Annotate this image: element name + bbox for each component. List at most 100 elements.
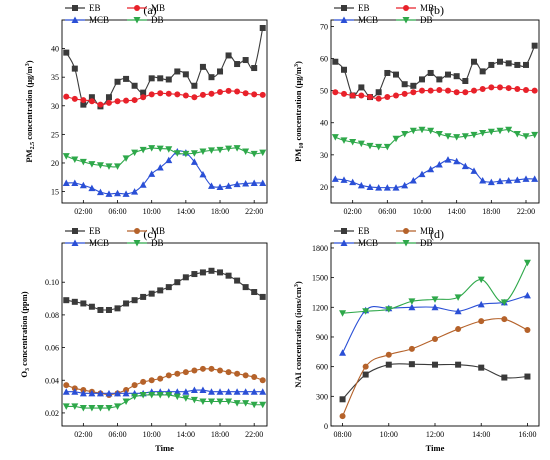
series-line-EB (342, 363, 528, 400)
data-point-DB (453, 134, 461, 141)
series-line-DB (335, 129, 535, 148)
legend-item-EB: EB (334, 226, 370, 236)
data-point-DB (62, 153, 70, 160)
data-point-MB (358, 92, 365, 99)
x-tick-label: 14:00 (448, 207, 466, 216)
data-point-EB (191, 82, 198, 89)
data-point-EB (505, 60, 512, 67)
data-point-MB (367, 94, 373, 101)
legend-item-EB: EB (334, 3, 370, 13)
data-point-MCB (340, 176, 348, 183)
data-point-MCB (190, 158, 198, 165)
data-point-MB (478, 318, 485, 325)
data-point-MCB (383, 184, 391, 191)
data-point-DB (88, 405, 96, 412)
x-tick-label: 06:00 (108, 430, 126, 439)
data-point-EB (339, 396, 346, 403)
data-point-DB (216, 398, 224, 405)
panel-label: (b) (430, 3, 444, 17)
x-tick-label: 12:00 (426, 430, 444, 439)
data-point-MB (199, 91, 206, 98)
chart-panel-b: (b) 20 30 40 50 60 70 02:00 06:00 10:00 14:00 18:00… (293, 3, 540, 216)
data-point-MB (531, 87, 538, 94)
data-point-MB (341, 90, 347, 97)
data-point-DB (199, 148, 207, 156)
data-point-DB (470, 131, 478, 139)
data-point-EB (375, 89, 382, 96)
data-point-MB (182, 92, 189, 99)
series-MB (339, 316, 531, 420)
data-point-MB (384, 94, 391, 101)
series-EB (63, 25, 266, 110)
data-point-MB (349, 92, 356, 99)
data-point-EB (419, 76, 425, 83)
x-tick-label: 14:00 (177, 430, 195, 439)
data-point-MCB (105, 190, 113, 197)
data-point-MB (375, 95, 382, 102)
y-tick-label: 600 (316, 363, 328, 372)
legend-item-MB: MB (396, 3, 434, 13)
data-point-MCB (431, 303, 439, 311)
data-point-MCB (79, 181, 87, 189)
series-line-MB (66, 90, 263, 106)
data-point-MCB (401, 181, 409, 189)
data-point-EB (242, 284, 249, 291)
data-point-EB (114, 78, 121, 85)
data-point-MCB (88, 389, 96, 397)
data-point-MB (419, 87, 425, 94)
legend-marker (71, 239, 79, 246)
data-point-DB (88, 161, 96, 168)
legend-marker (72, 5, 78, 11)
data-point-DB (444, 133, 452, 140)
data-point-MCB (513, 176, 521, 183)
data-point-EB (514, 61, 521, 68)
x-tick-label: 06:00 (108, 207, 126, 216)
data-point-MB (140, 94, 147, 101)
data-point-EB (242, 57, 249, 64)
data-point-DB (487, 128, 495, 136)
x-tick-label: 10:00 (413, 207, 431, 216)
data-point-EB (63, 49, 70, 56)
x-tick-label: 22:00 (517, 207, 535, 216)
data-point-MCB (233, 180, 241, 188)
data-point-MCB (114, 189, 122, 197)
data-point-DB (496, 127, 504, 135)
y-tick-label: 50 (320, 87, 328, 96)
y-tick-label: 900 (316, 333, 328, 342)
series-line-MB (66, 368, 263, 396)
series-MCB (331, 156, 539, 191)
data-point-EB (462, 78, 469, 84)
data-point-MCB (62, 388, 70, 395)
data-point-MB (234, 88, 241, 95)
data-point-MCB (250, 179, 258, 186)
data-point-DB (79, 158, 87, 166)
data-point-DB (454, 294, 462, 301)
legend-item-EB: EB (65, 3, 101, 13)
legend-marker (134, 228, 140, 234)
data-point-MCB (392, 184, 400, 191)
series-line-MCB (335, 158, 535, 189)
data-point-MCB (139, 181, 147, 188)
data-point-MB (524, 327, 531, 334)
data-point-DB (409, 127, 417, 135)
data-point-DB (242, 400, 250, 407)
data-point-MB (259, 377, 266, 384)
data-point-DB (357, 140, 365, 148)
panel-label: (a) (143, 3, 156, 17)
data-point-EB (217, 269, 224, 276)
data-point-MB (523, 86, 529, 93)
y-tick-label: 0.04 (45, 376, 59, 385)
data-point-EB (401, 81, 408, 88)
data-point-EB (131, 297, 138, 304)
data-point-MB (339, 413, 346, 420)
data-point-EB (497, 58, 503, 65)
data-point-EB (408, 361, 415, 368)
data-point-DB (250, 150, 258, 158)
data-point-DB (148, 391, 156, 399)
data-point-MB (131, 97, 138, 104)
panel-label: (d) (430, 227, 444, 241)
data-point-EB (358, 84, 365, 91)
data-point-EB (531, 42, 538, 49)
series-EB (332, 42, 538, 101)
data-point-DB (431, 296, 439, 303)
